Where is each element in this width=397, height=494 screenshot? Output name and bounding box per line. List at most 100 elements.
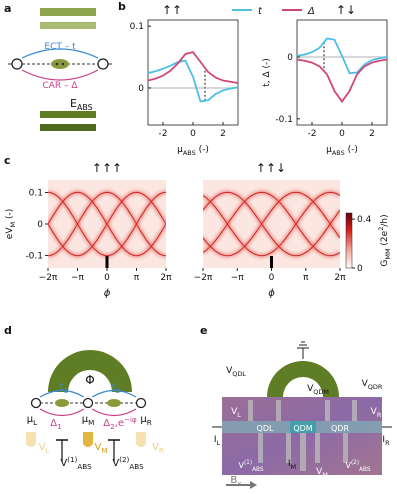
label-part: MM [384, 248, 392, 259]
label-part: ABS [183, 149, 196, 157]
device-label: ⊗ Bz [292, 377, 314, 390]
label-part: R [159, 446, 164, 455]
series-line [296, 58, 388, 104]
label-part: ABS [359, 467, 371, 473]
label-part: V [371, 407, 378, 417]
x-tick-label: −2π [194, 273, 213, 283]
x-tick-label: 2 [369, 129, 375, 139]
label-part: t [60, 382, 64, 393]
device-label: Bx [230, 475, 242, 488]
label-part: Δ [50, 418, 57, 429]
label-part: B [230, 475, 237, 486]
colorbar-label: GMM (2e2/h) [377, 214, 392, 266]
label-part: z [310, 381, 314, 390]
label-part: ABS [332, 149, 345, 157]
label-part: R [377, 411, 382, 419]
x-tick-label: 0 [269, 273, 275, 283]
x-tick-label: 0 [104, 273, 110, 283]
schematic-label: VR [152, 442, 164, 455]
schematic-label: Δ2,e−iφ [103, 415, 137, 431]
schematic-label: VM [94, 442, 107, 455]
device-label: VQDR [362, 379, 383, 391]
device-label: V(1)ABS [238, 460, 263, 473]
device-label: IL [214, 435, 221, 447]
schematic-label: μM [82, 414, 95, 427]
label-part: (-) [196, 145, 209, 155]
dot-label: QDL [257, 424, 274, 433]
label-part: QDL [232, 370, 246, 378]
label-part: −iφ [124, 415, 137, 424]
resonance-line [203, 191, 340, 257]
schematic-label: Δ1 [50, 418, 61, 431]
label-part: eV [5, 227, 15, 240]
label-part: 1 [64, 386, 69, 395]
chart-title: ↑↑ [162, 3, 182, 17]
label-part: 2 [377, 227, 385, 231]
label-part: V [60, 458, 67, 469]
label-part: R [385, 439, 390, 447]
heatmap-features [48, 190, 166, 258]
label-part: ABS [77, 462, 92, 471]
plot-frame [296, 19, 388, 126]
y-tick-label: -0.1 [25, 251, 43, 261]
label-part: M [291, 463, 297, 471]
label-part: (2) [119, 455, 129, 464]
x-tick-label: π [134, 273, 140, 283]
label-part: R [147, 418, 152, 427]
y-tick-label: 0.1 [130, 22, 144, 32]
phase-marker [270, 256, 273, 268]
label-part: M [9, 222, 17, 228]
panel-label: e [200, 324, 207, 337]
legend-label: t [258, 6, 263, 17]
y-tick-label: 0 [287, 53, 293, 63]
device-label: VL [231, 407, 241, 419]
schematic-label: V(2)ABS [112, 455, 144, 471]
label-part: E [70, 97, 77, 110]
label-part: V [226, 366, 233, 376]
label-part: V [112, 458, 119, 469]
y-axis-label: eVM (-) [5, 209, 17, 239]
label-part: (1) [244, 460, 252, 466]
panel-label: b [118, 0, 126, 13]
label-part: M [88, 418, 94, 427]
label-part: QDM [313, 388, 329, 396]
label-part: L [237, 411, 241, 419]
label-part: L [217, 439, 221, 447]
x-tick-label: π [303, 273, 309, 283]
label-part: G [380, 260, 390, 267]
label-part: μ [140, 414, 147, 425]
label-part: QDR [368, 383, 383, 391]
device-label: VR [371, 407, 382, 419]
label-part: V [316, 467, 323, 477]
panel-label: c [4, 154, 11, 167]
legend-label: Δ [307, 6, 315, 17]
label-part: L [33, 418, 37, 427]
car-label: CAR – Δ [42, 81, 78, 91]
schematic-label: V(1)ABS [60, 455, 92, 471]
label-part: I [214, 435, 217, 445]
label-part: ABS [252, 467, 264, 473]
e-abs-label: EABS [70, 97, 93, 112]
chart-title: ↑↓ [336, 3, 356, 17]
label-part: μ [82, 414, 89, 425]
chart-title: ↑↑↑ [92, 161, 122, 175]
label-part: V [362, 379, 369, 389]
label-part: V [39, 442, 46, 453]
schematic-label: μR [140, 414, 151, 427]
label-part: I [382, 435, 385, 445]
x-tick-label: -2 [308, 129, 317, 139]
label-part: V [94, 442, 101, 453]
chart-title: ↑↑↓ [256, 161, 286, 175]
device-label: V(2)ABS [345, 460, 370, 473]
y-tick-label: -0.1 [275, 115, 293, 125]
series-line [147, 59, 239, 103]
plot-frame [147, 19, 239, 126]
label-part: V [345, 461, 351, 470]
colorbar-tick-label: 0 [357, 264, 363, 274]
resonance-line [203, 191, 340, 257]
y-tick-label: 0 [37, 220, 43, 230]
label-part: I [288, 459, 291, 469]
label-part: ,e [115, 418, 124, 429]
dot-label: QDM [293, 424, 312, 433]
